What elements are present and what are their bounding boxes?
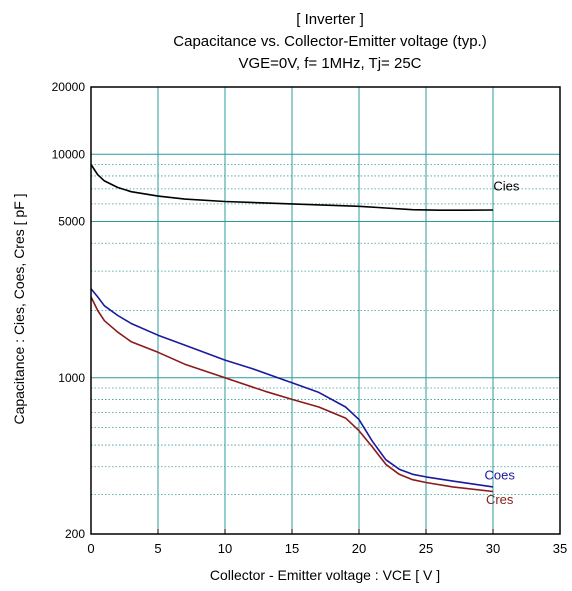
y-tick-label: 20000	[52, 80, 86, 94]
x-tick-label: 25	[419, 541, 433, 556]
grid	[91, 87, 560, 534]
title-line-2: Capacitance vs. Collector-Emitter voltag…	[173, 33, 486, 50]
series-label-coes: Coes	[485, 468, 516, 483]
y-tick-label: 1000	[58, 371, 85, 385]
x-tick-label: 5	[154, 541, 161, 556]
x-tick-label: 10	[218, 541, 232, 556]
y-tick-label: 200	[65, 527, 85, 541]
y-axis-label: Capacitance : Cies, Coes, Cres [ pF ]	[11, 193, 27, 424]
series-labels: Cies Coes Cres	[485, 178, 520, 507]
plot-area-frame	[90, 86, 561, 535]
series-label-cres: Cres	[486, 492, 514, 507]
y-tick-label: 5000	[58, 215, 85, 229]
axis-ticks: 0 5 10 15 20 25 30 35 200 1000 5000 10000 20000	[52, 80, 568, 556]
x-axis-label: Collector - Emitter voltage : VCE [ V ]	[210, 567, 440, 583]
title-line-3: VGE=0V, f= 1MHz, Tj= 25C	[238, 55, 421, 72]
series-line-coes	[90, 288, 494, 488]
x-tick-label: 35	[553, 541, 567, 556]
x-tick-label: 0	[87, 541, 94, 556]
x-tick-label: 15	[285, 541, 299, 556]
title-line-1: [ Inverter ]	[296, 11, 364, 28]
x-tick-label: 30	[486, 541, 500, 556]
y-tick-label: 10000	[52, 147, 86, 161]
series-lines	[90, 164, 494, 493]
series-label-cies: Cies	[493, 178, 520, 193]
chart-title: [ Inverter ] Capacitance vs. Collector-E…	[173, 11, 486, 72]
series-line-cies	[90, 164, 494, 211]
x-tick-label: 20	[352, 541, 366, 556]
series-line-cres	[90, 296, 494, 493]
